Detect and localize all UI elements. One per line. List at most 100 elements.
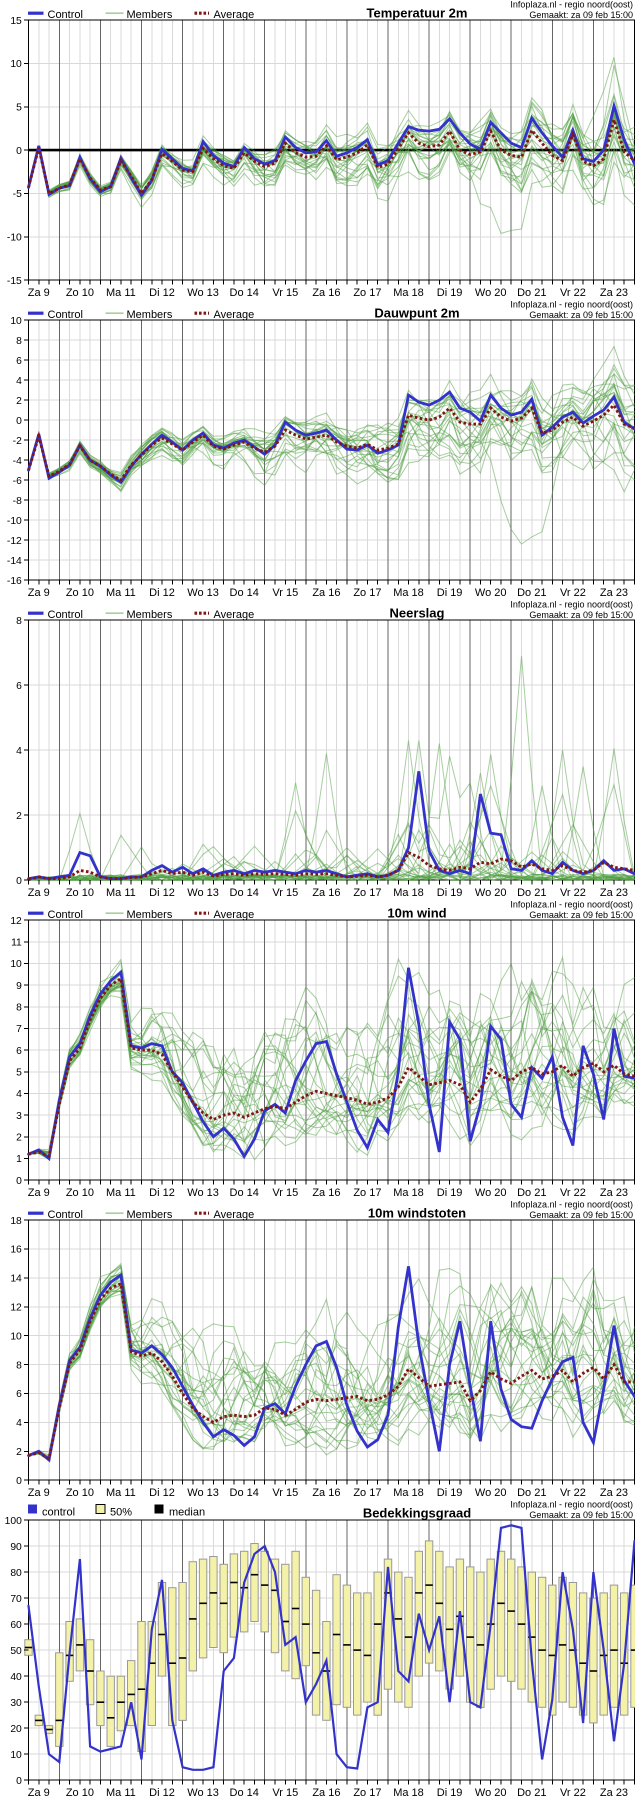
svg-text:10m windstoten: 10m windstoten xyxy=(368,1206,466,1221)
svg-text:Zo 10: Zo 10 xyxy=(66,287,94,299)
svg-text:10: 10 xyxy=(10,59,22,70)
svg-text:18: 18 xyxy=(10,1216,22,1227)
svg-text:Za 16: Za 16 xyxy=(312,287,340,299)
svg-text:4: 4 xyxy=(16,1089,22,1100)
svg-text:Do 14: Do 14 xyxy=(230,1487,259,1499)
svg-text:0: 0 xyxy=(16,146,22,157)
svg-text:Za 16: Za 16 xyxy=(312,1487,340,1499)
svg-text:9: 9 xyxy=(16,981,22,992)
svg-text:Vr 15: Vr 15 xyxy=(272,887,298,899)
svg-text:control: control xyxy=(42,1507,75,1519)
svg-text:90: 90 xyxy=(10,1542,22,1553)
svg-text:Vr 15: Vr 15 xyxy=(272,1187,298,1199)
svg-text:2: 2 xyxy=(16,1447,22,1458)
svg-text:Za 16: Za 16 xyxy=(312,1187,340,1199)
svg-text:3: 3 xyxy=(16,1111,22,1122)
svg-text:Infoplaza.nl - regio noord(oos: Infoplaza.nl - regio noord(oost) xyxy=(510,1200,633,1209)
svg-text:6: 6 xyxy=(16,1389,22,1400)
svg-text:Control: Control xyxy=(48,609,83,621)
svg-text:Bedekkingsgraad: Bedekkingsgraad xyxy=(363,1506,471,1521)
svg-text:Ma 18: Ma 18 xyxy=(393,587,424,599)
svg-text:4: 4 xyxy=(16,746,22,757)
svg-text:-10: -10 xyxy=(7,516,22,527)
svg-text:Control: Control xyxy=(48,909,83,921)
svg-text:Infoplaza.nl - regio noord(oos: Infoplaza.nl - regio noord(oost) xyxy=(510,1500,633,1509)
svg-text:Za 23: Za 23 xyxy=(600,887,628,899)
svg-text:Di 12: Di 12 xyxy=(149,1787,175,1799)
svg-text:Do 21: Do 21 xyxy=(517,1787,546,1799)
svg-text:10: 10 xyxy=(10,1750,22,1761)
svg-text:Za 9: Za 9 xyxy=(28,1487,50,1499)
svg-text:Di 19: Di 19 xyxy=(437,887,463,899)
svg-text:Wo 20: Wo 20 xyxy=(475,1487,507,1499)
svg-text:Di 12: Di 12 xyxy=(149,587,175,599)
svg-text:Za 16: Za 16 xyxy=(312,887,340,899)
svg-text:Zo 10: Zo 10 xyxy=(66,1787,94,1799)
svg-text:Wo 20: Wo 20 xyxy=(475,887,507,899)
svg-text:Do 21: Do 21 xyxy=(517,1187,546,1199)
svg-text:60: 60 xyxy=(10,1620,22,1631)
svg-text:Control: Control xyxy=(48,309,83,321)
svg-text:8: 8 xyxy=(16,336,22,347)
svg-text:Dauwpunt 2m: Dauwpunt 2m xyxy=(374,306,459,321)
svg-text:-12: -12 xyxy=(7,536,22,547)
svg-text:0: 0 xyxy=(16,1176,22,1187)
svg-text:Average: Average xyxy=(214,309,255,321)
svg-text:8: 8 xyxy=(16,1003,22,1014)
svg-text:Gemaakt: za 09 feb 15:00: Gemaakt: za 09 feb 15:00 xyxy=(529,910,633,920)
svg-text:Wo 13: Wo 13 xyxy=(187,1187,219,1199)
svg-text:Za 9: Za 9 xyxy=(28,287,50,299)
svg-text:40: 40 xyxy=(10,1672,22,1683)
svg-text:Gemaakt: za 09 feb 15:00: Gemaakt: za 09 feb 15:00 xyxy=(529,1210,633,1220)
svg-text:Vr 22: Vr 22 xyxy=(560,1787,586,1799)
svg-text:Di 19: Di 19 xyxy=(437,1787,463,1799)
svg-text:Infoplaza.nl - regio noord(oos: Infoplaza.nl - regio noord(oost) xyxy=(510,900,633,909)
svg-text:Wo 20: Wo 20 xyxy=(475,1187,507,1199)
svg-text:Control: Control xyxy=(48,1209,83,1221)
svg-text:Vr 15: Vr 15 xyxy=(272,587,298,599)
svg-text:6: 6 xyxy=(16,1046,22,1057)
svg-text:2: 2 xyxy=(16,811,22,822)
svg-text:0: 0 xyxy=(16,876,22,887)
svg-text:Zo 17: Zo 17 xyxy=(353,287,381,299)
svg-text:100: 100 xyxy=(5,1516,22,1527)
svg-text:Temperatuur 2m: Temperatuur 2m xyxy=(367,6,468,21)
svg-text:Za 23: Za 23 xyxy=(600,287,628,299)
svg-text:10: 10 xyxy=(10,959,22,970)
svg-text:Wo 20: Wo 20 xyxy=(475,287,507,299)
svg-text:Di 12: Di 12 xyxy=(149,887,175,899)
svg-text:-6: -6 xyxy=(13,476,22,487)
svg-text:Gemaakt: za 09 feb 15:00: Gemaakt: za 09 feb 15:00 xyxy=(529,1510,633,1520)
svg-text:Di 19: Di 19 xyxy=(437,1187,463,1199)
svg-text:Wo 13: Wo 13 xyxy=(187,1787,219,1799)
svg-text:Di 19: Di 19 xyxy=(437,587,463,599)
svg-text:Wo 13: Wo 13 xyxy=(187,1487,219,1499)
svg-text:Ma 11: Ma 11 xyxy=(106,1487,136,1499)
svg-text:6: 6 xyxy=(16,681,22,692)
svg-text:Gemaakt: za 09 feb 15:00: Gemaakt: za 09 feb 15:00 xyxy=(529,10,633,20)
svg-text:Vr 22: Vr 22 xyxy=(560,1487,586,1499)
svg-text:-2: -2 xyxy=(13,436,22,447)
svg-text:Za 16: Za 16 xyxy=(312,587,340,599)
svg-text:Wo 20: Wo 20 xyxy=(475,587,507,599)
svg-text:14: 14 xyxy=(10,1274,22,1285)
svg-text:Zo 10: Zo 10 xyxy=(66,887,94,899)
svg-text:Ma 18: Ma 18 xyxy=(393,887,424,899)
svg-text:70: 70 xyxy=(10,1594,22,1605)
svg-text:Do 14: Do 14 xyxy=(230,887,259,899)
svg-text:Di 12: Di 12 xyxy=(149,1187,175,1199)
svg-text:Vr 15: Vr 15 xyxy=(272,1787,298,1799)
svg-text:12: 12 xyxy=(10,1303,22,1314)
svg-text:Do 21: Do 21 xyxy=(517,587,546,599)
svg-text:4: 4 xyxy=(16,376,22,387)
svg-text:4: 4 xyxy=(16,1418,22,1429)
svg-text:Ma 11: Ma 11 xyxy=(106,1787,136,1799)
svg-text:Members: Members xyxy=(127,609,173,621)
svg-text:Zo 10: Zo 10 xyxy=(66,587,94,599)
svg-text:Zo 17: Zo 17 xyxy=(353,587,381,599)
svg-text:Do 21: Do 21 xyxy=(517,1487,546,1499)
svg-text:15: 15 xyxy=(10,16,22,27)
svg-text:Infoplaza.nl - regio noord(oos: Infoplaza.nl - regio noord(oost) xyxy=(510,600,633,609)
svg-text:Di 12: Di 12 xyxy=(149,1487,175,1499)
svg-text:16: 16 xyxy=(10,1245,22,1256)
